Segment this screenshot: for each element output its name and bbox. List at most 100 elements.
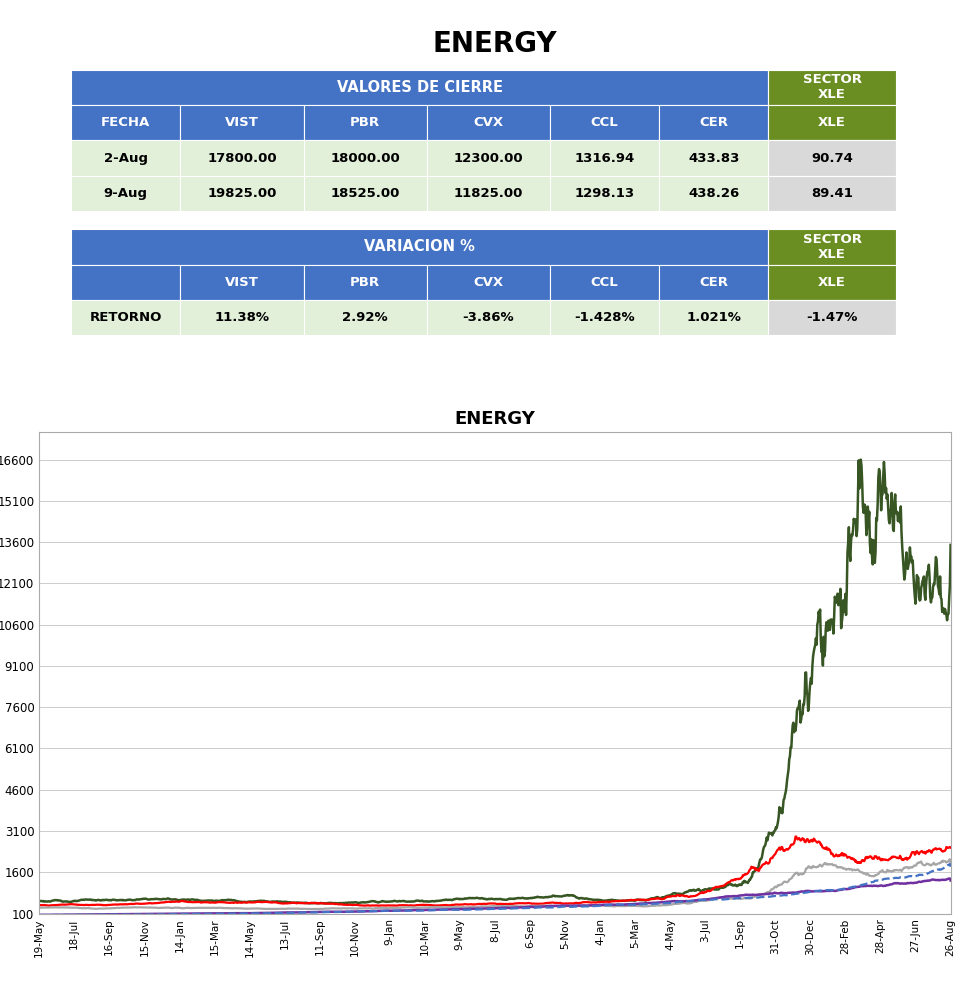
FancyBboxPatch shape [72, 70, 768, 105]
CCL [53, 909, 65, 921]
VIST [52, 895, 64, 907]
Text: SECTOR
XLE: SECTOR XLE [803, 73, 861, 101]
CVX [598, 900, 610, 912]
VIST [855, 454, 866, 466]
FancyBboxPatch shape [659, 105, 768, 140]
Text: 11.38%: 11.38% [215, 311, 270, 325]
PBR [553, 897, 564, 909]
FancyBboxPatch shape [72, 105, 180, 140]
FancyBboxPatch shape [180, 300, 304, 336]
PBR [372, 900, 384, 912]
FancyBboxPatch shape [768, 176, 896, 212]
Text: VIST: VIST [225, 276, 259, 289]
Text: CVX: CVX [473, 116, 503, 129]
Title: ENERGY: ENERGY [455, 410, 535, 428]
FancyBboxPatch shape [304, 140, 426, 176]
FancyBboxPatch shape [72, 300, 180, 336]
Text: VALORES DE CIERRE: VALORES DE CIERRE [337, 79, 503, 94]
CCL [598, 899, 610, 911]
FancyBboxPatch shape [72, 140, 180, 176]
Text: VIST: VIST [225, 116, 259, 129]
FancyBboxPatch shape [72, 264, 180, 300]
Text: PBR: PBR [350, 116, 380, 129]
VIST [441, 894, 453, 906]
CCL [945, 875, 956, 887]
Text: CVX: CVX [473, 276, 503, 289]
Text: 9-Aug: 9-Aug [104, 187, 148, 201]
CVX [553, 900, 564, 912]
CVX [945, 858, 956, 870]
CCL [944, 873, 956, 885]
PBR [33, 899, 45, 911]
CER [33, 909, 45, 921]
FancyBboxPatch shape [426, 300, 550, 336]
VIST [553, 891, 564, 903]
FancyBboxPatch shape [550, 105, 659, 140]
CVX [33, 902, 45, 914]
VIST [598, 895, 610, 907]
FancyBboxPatch shape [426, 105, 550, 140]
FancyBboxPatch shape [180, 176, 304, 212]
Text: VARIACION %: VARIACION % [365, 239, 475, 254]
CVX [40, 902, 52, 914]
Text: 89.41: 89.41 [811, 187, 853, 201]
Text: -1.428%: -1.428% [574, 311, 635, 325]
Text: 2-Aug: 2-Aug [104, 152, 148, 165]
FancyBboxPatch shape [659, 140, 768, 176]
FancyBboxPatch shape [180, 105, 304, 140]
FancyBboxPatch shape [180, 140, 304, 176]
CER [945, 861, 956, 873]
FancyBboxPatch shape [768, 300, 896, 336]
FancyBboxPatch shape [550, 264, 659, 300]
Text: SECTOR
XLE: SECTOR XLE [803, 232, 861, 261]
PBR [441, 899, 453, 911]
Text: FECHA: FECHA [101, 116, 150, 129]
Text: XLE: XLE [818, 116, 846, 129]
Text: 12300.00: 12300.00 [454, 152, 523, 165]
Text: -3.86%: -3.86% [463, 311, 514, 325]
Text: 18525.00: 18525.00 [330, 187, 400, 201]
CER [52, 909, 64, 921]
FancyBboxPatch shape [550, 140, 659, 176]
PBR [850, 856, 861, 868]
CCL [34, 909, 46, 921]
FancyBboxPatch shape [180, 264, 304, 300]
FancyBboxPatch shape [426, 176, 550, 212]
FancyBboxPatch shape [659, 264, 768, 300]
Text: 433.83: 433.83 [688, 152, 739, 165]
VIST [945, 539, 956, 551]
FancyBboxPatch shape [304, 300, 426, 336]
Text: 1.021%: 1.021% [686, 311, 741, 325]
Text: PBR: PBR [350, 276, 380, 289]
VIST [33, 895, 45, 907]
FancyBboxPatch shape [426, 264, 550, 300]
CER [848, 881, 859, 893]
FancyBboxPatch shape [304, 176, 426, 212]
FancyBboxPatch shape [72, 229, 768, 264]
Line: CVX: CVX [39, 859, 951, 909]
Text: CER: CER [699, 116, 728, 129]
Text: 2.92%: 2.92% [342, 311, 388, 325]
Text: RETORNO: RETORNO [89, 311, 162, 325]
FancyBboxPatch shape [304, 105, 426, 140]
Line: CCL: CCL [39, 879, 951, 915]
CER [944, 858, 956, 870]
FancyBboxPatch shape [768, 70, 896, 105]
FancyBboxPatch shape [768, 264, 896, 300]
VIST [303, 898, 315, 910]
FancyBboxPatch shape [72, 176, 180, 212]
Line: VIST: VIST [39, 460, 951, 904]
CVX [441, 902, 453, 914]
PBR [52, 899, 64, 911]
Text: 1316.94: 1316.94 [574, 152, 634, 165]
CCL [33, 909, 45, 921]
FancyBboxPatch shape [550, 300, 659, 336]
Text: CCL: CCL [590, 116, 618, 129]
CVX [52, 902, 64, 914]
CCL [553, 900, 564, 912]
CVX [944, 853, 956, 865]
PBR [40, 900, 52, 912]
FancyBboxPatch shape [304, 264, 426, 300]
CVX [306, 903, 318, 915]
Text: 11825.00: 11825.00 [454, 187, 522, 201]
